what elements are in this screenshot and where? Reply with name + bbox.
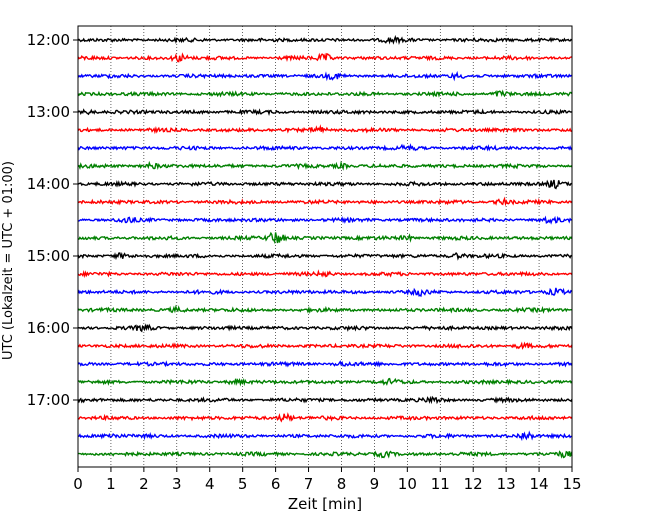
trace-1645 [77,377,573,387]
x-tick-label: 11 [431,475,450,493]
y-axis: 12:00 13:00 14:00 15:00 16:00 17:00 [27,31,78,409]
y-tick-label: 17:00 [27,391,70,409]
trace-1315 [77,124,573,135]
x-tick-label: 12 [464,475,483,493]
trace-1345 [77,160,573,171]
x-tick-label: 14 [530,475,549,493]
x-tick-label: 7 [304,475,314,493]
y-tick-label: 15:00 [27,247,70,265]
trace-1230 [77,70,573,82]
trace-1530 [77,287,573,298]
trace-1200 [77,34,573,45]
trace-1700 [77,395,573,405]
trace-1215 [77,52,573,63]
x-tick-label: 1 [106,475,116,493]
x-tick-label: 2 [139,475,149,493]
x-tick-label: 15 [562,475,581,493]
trace-1300 [77,108,573,117]
x-tick-label: 0 [73,475,83,493]
trace-1400 [77,179,573,190]
trace-1500 [77,251,573,261]
x-tick-label: 9 [370,475,380,493]
trace-1600 [77,323,573,333]
trace-1515 [77,269,573,279]
trace-group [77,34,573,459]
x-tick-label: 13 [497,475,516,493]
y-tick-label: 13:00 [27,103,70,121]
trace-1330 [77,143,573,152]
trace-1615 [77,341,573,350]
x-axis-label: Zeit [min] [288,495,362,513]
plot-frame [77,25,573,468]
trace-1630 [77,360,573,368]
y-tick-label: 16:00 [27,319,70,337]
x-tick-label: 8 [337,475,347,493]
x-tick-label: 6 [271,475,281,493]
trace-1245 [77,89,573,98]
trace-1430 [78,215,573,225]
trace-1745 [77,450,573,459]
trace-1545 [77,304,573,314]
trace-1415 [77,196,573,207]
y-tick-label: 12:00 [27,31,70,49]
trace-1445 [77,231,573,245]
y-tick-label: 14:00 [27,175,70,193]
x-tick-label: 5 [238,475,248,493]
y-axis-label: UTC (Lokalzeit = UTC + 01:00) [1,161,16,360]
x-tick-label: 10 [398,475,417,493]
x-axis: 0 1 2 3 4 5 6 7 8 9 10 11 12 13 14 15 [73,467,582,493]
plot-area-border [77,25,573,468]
trace-1715 [77,412,573,423]
x-tick-label: 3 [172,475,182,493]
x-tick-label: 4 [205,475,215,493]
trace-1730 [77,430,573,442]
